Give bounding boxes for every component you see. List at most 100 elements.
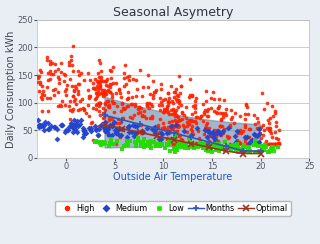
- Point: [201, 110, 206, 114]
- Point: [40, 89, 45, 93]
- Point: [75, 108, 80, 112]
- Point: [180, 138, 185, 142]
- Point: [79, 97, 84, 101]
- Point: [219, 124, 224, 128]
- Point: [144, 101, 149, 105]
- Point: [172, 118, 178, 122]
- Point: [174, 93, 180, 97]
- Point: [184, 143, 189, 147]
- Point: [132, 113, 137, 117]
- Point: [82, 129, 87, 133]
- Point: [231, 142, 236, 146]
- Point: [98, 113, 103, 117]
- Point: [85, 71, 91, 75]
- Point: [255, 121, 260, 124]
- Optimal: [120, 127, 124, 130]
- Point: [159, 103, 164, 107]
- Point: [216, 139, 221, 143]
- Point: [46, 109, 51, 113]
- Point: [210, 90, 215, 94]
- Point: [188, 93, 193, 97]
- Point: [48, 124, 53, 128]
- Point: [195, 145, 200, 149]
- Point: [77, 99, 82, 103]
- Point: [114, 126, 119, 130]
- Point: [118, 135, 123, 139]
- Point: [76, 72, 82, 76]
- Point: [149, 104, 154, 108]
- Point: [37, 89, 42, 93]
- Point: [44, 85, 49, 89]
- Point: [224, 134, 229, 138]
- Point: [214, 148, 219, 152]
- Point: [69, 84, 75, 88]
- Point: [69, 121, 74, 125]
- Point: [96, 110, 101, 113]
- Point: [165, 100, 171, 104]
- Point: [251, 113, 256, 117]
- Point: [90, 81, 95, 85]
- Point: [97, 75, 102, 79]
- Point: [169, 142, 174, 146]
- Point: [167, 112, 172, 116]
- Point: [63, 89, 68, 93]
- Point: [156, 123, 161, 127]
- Point: [68, 117, 73, 121]
- Point: [193, 145, 198, 149]
- Point: [153, 91, 158, 94]
- Months: [155, 127, 159, 130]
- Point: [174, 148, 180, 152]
- Point: [139, 123, 144, 127]
- Point: [221, 145, 226, 149]
- Point: [237, 141, 243, 144]
- Point: [150, 128, 155, 132]
- Point: [45, 127, 51, 131]
- Point: [107, 118, 112, 122]
- Point: [98, 75, 103, 79]
- Months: [103, 114, 107, 117]
- Point: [122, 63, 127, 67]
- Point: [173, 87, 179, 91]
- Point: [120, 102, 125, 106]
- Point: [67, 63, 72, 67]
- Point: [145, 102, 150, 106]
- Point: [198, 114, 204, 118]
- Point: [71, 70, 76, 73]
- Point: [125, 139, 130, 143]
- Title: Seasonal Asymetry: Seasonal Asymetry: [113, 6, 233, 19]
- Point: [173, 91, 178, 94]
- Point: [246, 151, 252, 154]
- Point: [86, 94, 92, 98]
- Point: [113, 91, 118, 95]
- Point: [90, 106, 95, 110]
- Point: [179, 138, 184, 142]
- Point: [203, 128, 208, 132]
- Point: [112, 120, 117, 124]
- Point: [199, 142, 204, 146]
- Point: [54, 137, 60, 141]
- Point: [84, 111, 89, 115]
- Point: [259, 144, 264, 148]
- Point: [57, 81, 62, 85]
- Point: [255, 144, 260, 148]
- Point: [220, 115, 226, 119]
- Point: [90, 87, 95, 91]
- Point: [108, 123, 113, 127]
- Point: [180, 141, 185, 144]
- Point: [164, 109, 169, 113]
- Point: [166, 99, 171, 103]
- Point: [272, 130, 277, 133]
- Point: [189, 124, 195, 128]
- Point: [236, 142, 241, 146]
- Point: [81, 108, 86, 112]
- Point: [188, 133, 193, 137]
- Point: [93, 127, 98, 131]
- Point: [96, 101, 101, 105]
- Point: [232, 122, 237, 125]
- Point: [123, 106, 128, 110]
- Point: [243, 141, 248, 145]
- Point: [155, 125, 160, 129]
- Point: [166, 96, 171, 100]
- Point: [107, 105, 112, 109]
- Point: [266, 126, 271, 130]
